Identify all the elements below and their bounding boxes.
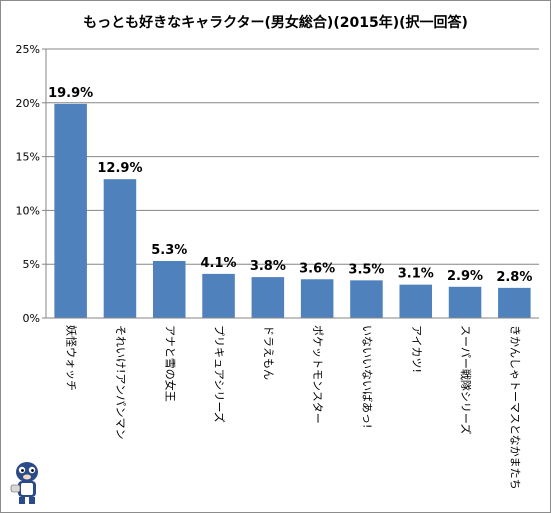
x-tick-label: ポケットモンスター [311,325,324,424]
data-label: 12.9% [97,161,142,176]
bar [54,103,87,318]
bar [300,279,334,318]
bar [251,277,285,318]
data-label: 3.5% [348,262,384,277]
data-labels: 19.9% 12.9% 5.3% 4.1% 3.8% 3.6% 3.5% 3.1% 2.9% 2.… [48,86,532,285]
y-tick-label: 15% [16,151,40,164]
x-tick-label: きかんしゃトーマスとなかまたち [508,325,521,490]
data-label: 19.9% [48,86,93,101]
bar [103,179,137,318]
bar [498,287,531,318]
x-tick-label: アイカツ! [410,325,423,373]
y-axis-ticks: 0% 5% 10% 15% 20% 25% [16,43,46,325]
y-tick-label: 0% [23,312,40,325]
data-label: 3.8% [250,259,286,274]
data-label: 5.3% [151,243,187,258]
x-tick-label: アナと雪の女王 [163,325,177,402]
data-label: 2.9% [447,269,483,284]
bar [202,273,235,318]
data-label: 3.6% [299,261,335,276]
bar [152,260,186,318]
data-label: 2.8% [496,270,532,285]
bar [399,284,433,318]
bar [448,286,482,318]
data-label: 3.1% [398,267,434,282]
x-tick-label: いないいないばあっ! [360,325,373,428]
x-tick-label: スーパー戦隊シリーズ [459,325,473,434]
x-tick-label: ドラえもん [262,325,275,380]
y-tick-label: 20% [16,97,40,110]
mascot-logo-icon [6,458,48,506]
bars [54,103,531,318]
y-tick-label: 5% [23,258,40,271]
x-tick-label: プリキュアシリーズ [213,325,227,423]
y-tick-label: 10% [16,204,40,217]
bar [350,280,383,318]
x-axis-labels: 妖怪ウォッチ それいけ!アンパンマン アナと雪の女王 プリキュアシリーズ ドラえもん ポケ… [65,325,522,490]
y-tick-label: 25% [16,43,40,56]
chart-title: もっとも好きなキャラクター(男女総合)(2015年)(択一回答) [83,15,468,31]
x-tick-label: 妖怪ウォッチ [65,325,79,391]
x-tick-label: それいけ!アンパンマン [114,325,127,440]
data-label: 4.1% [201,256,237,271]
